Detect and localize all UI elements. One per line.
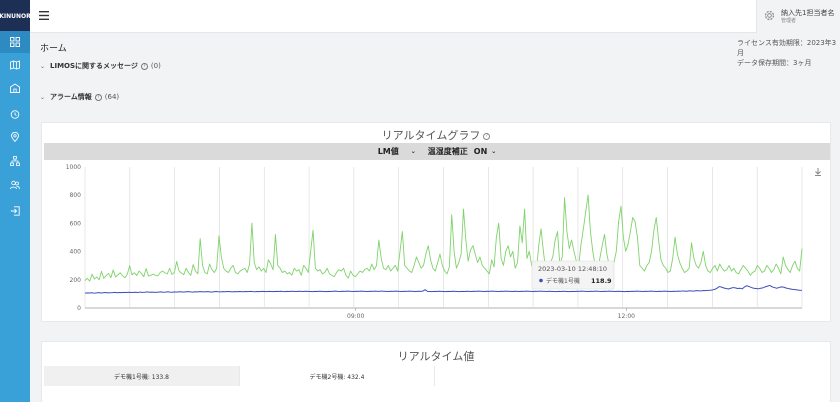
realtime-values-title: リアルタイム値 <box>397 350 475 363</box>
section-title: アラーム情報 <box>50 93 92 101</box>
sidebar-item-users[interactable] <box>0 174 30 196</box>
metric-select-value: LM値 <box>377 147 399 156</box>
chart-series <box>84 194 803 294</box>
brand-logo[interactable]: KINUNOR <box>0 0 31 33</box>
chevron-down-icon: ⌄ <box>410 148 416 155</box>
realtime-graph-title: リアルタイムグラフ <box>381 129 481 142</box>
help-icon[interactable]: ? <box>94 93 102 101</box>
sidebar-item-map[interactable] <box>0 54 30 76</box>
dashboard-icon <box>10 37 20 47</box>
realtime-graph-card: リアルタイムグラフ? LM値 ⌄ 温湿度補正 ON ⌄ 0 200 400 600 80… <box>41 122 831 322</box>
x-axis: 09:00 12:00 <box>347 308 635 320</box>
sidebar: KINUNOR <box>0 0 31 402</box>
logout-icon <box>10 206 20 216</box>
tooltip-time: 2023-03-10 12:48:10 <box>538 265 607 273</box>
y-tick-label: 0 <box>77 305 81 312</box>
correction-select[interactable]: 温湿度補正 ON ⌄ <box>428 146 497 157</box>
y-tick-label: 1000 <box>66 164 81 171</box>
building-icon <box>10 83 20 93</box>
download-icon[interactable] <box>815 168 821 176</box>
sidebar-item-logout[interactable] <box>0 200 30 222</box>
series-line-2 <box>84 284 803 294</box>
section-alarm-info[interactable]: ⌄ アラーム情報 ? (64) <box>40 92 119 102</box>
y-axis: 0 200 400 600 800 1000 <box>66 164 81 312</box>
y-tick-label: 800 <box>70 192 82 199</box>
sidebar-item-location[interactable] <box>0 126 30 148</box>
tooltip-series: デモ機1号機 <box>546 277 580 285</box>
chart-toolbar: LM値 ⌄ 温湿度補正 ON ⌄ <box>44 143 830 160</box>
x-tick-label: 09:00 <box>347 313 364 320</box>
help-icon[interactable]: ? <box>483 132 491 140</box>
map-icon <box>10 60 20 70</box>
section-title: LIMOSに関するメッセージ <box>50 62 138 70</box>
value-cell-device1: デモ機1号機: 133.8 <box>44 366 240 386</box>
sidebar-item-devices[interactable] <box>0 150 30 172</box>
tooltip-series-marker <box>539 278 543 283</box>
correction-value: ON <box>473 147 488 156</box>
section-count: (0) <box>150 62 161 70</box>
location-pin-icon <box>11 132 19 142</box>
data-retention: データ保存期間：3ヶ月 <box>737 59 812 67</box>
realtime-line-chart[interactable]: 0 200 400 600 800 1000 09:00 12:00 2023-03-10 … <box>42 163 832 323</box>
sidebar-item-alarm[interactable] <box>0 103 30 125</box>
user-name: 納入先1担当者名 <box>781 9 835 17</box>
realtime-values-card: リアルタイム値 デモ機1号機: 133.8 デモ機2号機: 432.4 <box>41 341 831 402</box>
page-title: ホーム <box>40 44 67 54</box>
section-count: (64) <box>104 93 120 101</box>
value-cell-empty <box>435 366 828 386</box>
y-tick-label: 200 <box>70 277 82 284</box>
hamburger-icon[interactable] <box>39 11 49 20</box>
series-line-1 <box>84 194 803 282</box>
sidebar-item-building[interactable] <box>0 77 30 99</box>
card-title: リアルタイムグラフ? <box>42 127 830 143</box>
chart-grid <box>84 167 803 309</box>
help-icon[interactable]: ? <box>140 62 148 70</box>
chevron-down-icon: ⌄ <box>491 148 497 155</box>
metric-select[interactable]: LM値 ⌄ <box>378 146 416 157</box>
correction-label: 温湿度補正 <box>427 147 468 156</box>
section-limos-messages[interactable]: ⌄ LIMOSに関するメッセージ ? (0) <box>40 61 161 71</box>
user-menu[interactable]: 納入先1担当者名 管理者 <box>756 0 840 33</box>
realtime-values-row: デモ機1号機: 133.8 デモ機2号機: 432.4 <box>44 366 828 386</box>
y-tick-label: 600 <box>70 220 82 227</box>
license-info: ライセンス有効期限：2023年3月 データ保存期間：3ヶ月 <box>737 38 837 68</box>
tooltip-value: 118.9 <box>591 277 612 285</box>
chevron-down-icon: ⌄ <box>40 62 46 70</box>
users-icon <box>10 180 20 190</box>
sidebar-item-dashboard[interactable] <box>0 31 30 53</box>
chevron-down-icon: ⌄ <box>40 93 46 101</box>
top-bar: 納入先1担当者名 管理者 <box>30 0 840 33</box>
device-tree-icon <box>10 156 20 166</box>
license-expiry: ライセンス有効期限：2023年3月 <box>737 39 837 57</box>
alarm-clock-icon <box>10 110 20 119</box>
chart-tooltip: 2023-03-10 12:48:10 デモ機1号機 118.9 <box>531 260 615 290</box>
y-tick-label: 400 <box>70 249 82 256</box>
user-role: 管理者 <box>781 18 797 24</box>
x-tick-label: 12:00 <box>618 313 635 320</box>
gear-icon <box>764 10 775 21</box>
value-cell-device2: デモ機2号機: 432.4 <box>240 366 435 386</box>
